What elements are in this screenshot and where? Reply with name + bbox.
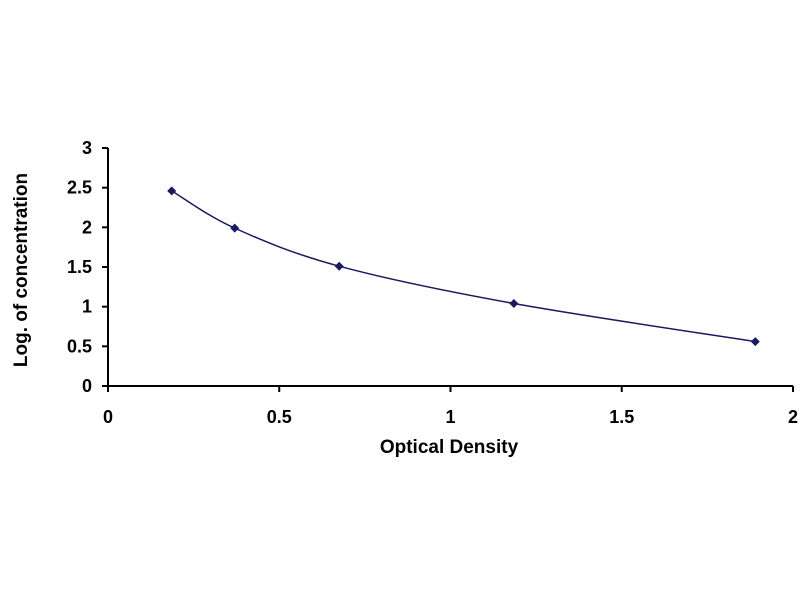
data-point-marker bbox=[509, 298, 519, 308]
data-points bbox=[167, 186, 760, 347]
x-tick-label: 0.5 bbox=[267, 407, 292, 427]
ticks: 0 0.5 1 1.5 2 0 0.5 1 1.5 2 2.5 3 bbox=[67, 138, 798, 427]
data-point-marker bbox=[167, 186, 177, 196]
axes bbox=[107, 148, 793, 387]
fit-curve-group bbox=[171, 190, 756, 343]
x-axis-title: Optical Density bbox=[380, 437, 519, 458]
data-point-marker bbox=[230, 223, 240, 233]
y-tick-label: 1.5 bbox=[67, 257, 92, 277]
y-tick-label: 2.5 bbox=[67, 178, 92, 198]
x-tick-label: 1.5 bbox=[609, 407, 634, 427]
y-tick-label: 1 bbox=[82, 297, 92, 317]
y-tick-label: 0.5 bbox=[67, 336, 92, 356]
y-tick-label: 3 bbox=[82, 138, 92, 158]
fit-curve bbox=[171, 190, 756, 343]
data-point-marker bbox=[334, 261, 344, 271]
x-tick-label: 2 bbox=[788, 407, 798, 427]
data-point-marker bbox=[750, 337, 760, 347]
x-tick-label: 1 bbox=[445, 407, 455, 427]
y-axis-title: Log. of concentration bbox=[11, 173, 32, 367]
x-tick-label: 0 bbox=[103, 407, 113, 427]
y-tick-label: 2 bbox=[82, 217, 92, 237]
y-tick-label: 0 bbox=[82, 376, 92, 396]
